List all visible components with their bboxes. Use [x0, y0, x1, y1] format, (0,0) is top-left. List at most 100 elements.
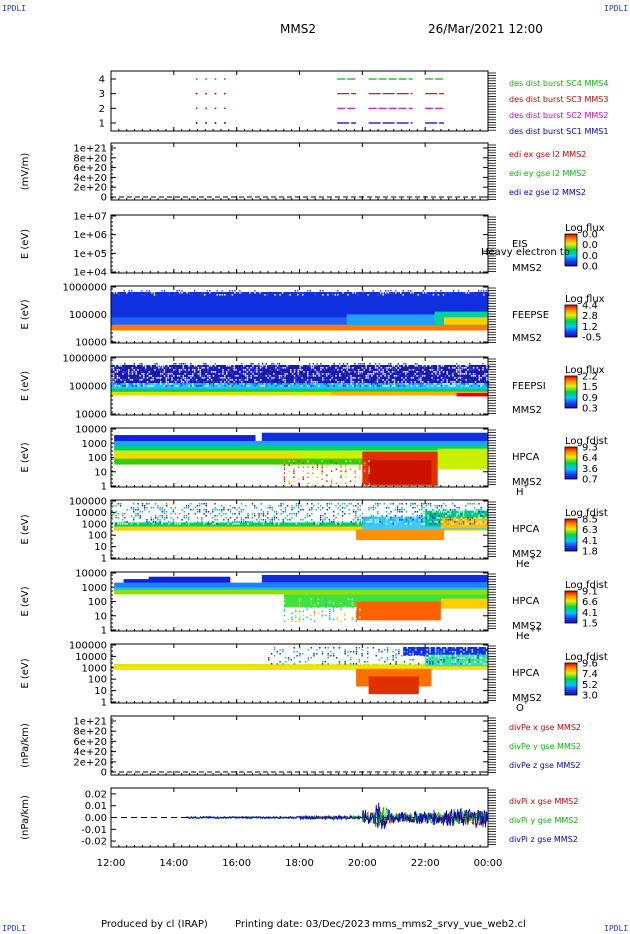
heat-pixel — [339, 522, 342, 525]
heat-pixel — [192, 369, 194, 371]
heat-pixel — [157, 518, 159, 521]
heat-pixel — [422, 365, 424, 367]
heat-pixel — [148, 375, 151, 377]
heat-pixel — [350, 504, 353, 507]
heat-pixel — [400, 654, 403, 657]
heat-pixel — [327, 656, 329, 659]
heat-pixel — [181, 518, 183, 521]
heat-pixel — [203, 502, 205, 505]
heat-pixel — [467, 522, 469, 525]
heat-pixel — [355, 516, 357, 519]
heat-pixel — [182, 377, 185, 379]
heat-pixel — [256, 518, 258, 521]
heat-pixel — [382, 292, 384, 294]
heat-pixel — [345, 468, 347, 471]
heat-pixel — [414, 373, 416, 375]
heat-pixel — [484, 518, 487, 521]
heat-pixel — [233, 381, 235, 383]
heat-pixel — [403, 514, 405, 517]
heat-pixel — [240, 518, 243, 521]
heat-pixel — [141, 373, 143, 375]
heat-pixel — [381, 656, 383, 659]
heat-pixel — [344, 646, 346, 649]
heat-pixel — [185, 512, 188, 515]
heat-pixel — [119, 506, 122, 509]
heat-pixel — [183, 514, 185, 517]
heat-pixel — [485, 650, 488, 653]
heat-pixel — [307, 373, 309, 375]
heat-pixel — [256, 369, 258, 371]
heat-pixel — [470, 294, 472, 296]
heat-pixel — [310, 367, 313, 369]
heat-pixel — [325, 612, 327, 615]
heat-pixel — [210, 379, 213, 381]
heat-pixel — [307, 460, 309, 463]
overlap-label: Heavy electron to — [481, 247, 570, 258]
heat-pixel — [287, 620, 289, 623]
heat-pixel — [467, 504, 469, 507]
heat-pixel — [438, 510, 441, 513]
burst-dot — [224, 92, 226, 95]
heat-band — [346, 314, 488, 325]
heat-pixel — [254, 290, 256, 292]
heat-pixel — [205, 504, 207, 507]
heat-pixel — [173, 379, 175, 381]
heat-pixel — [397, 381, 399, 383]
heat-pixel — [320, 367, 322, 369]
heat-pixel — [324, 646, 327, 649]
heat-pixel — [240, 514, 243, 517]
heat-pixel — [359, 620, 361, 623]
heat-pixel — [325, 381, 328, 383]
heat-pixel — [423, 502, 425, 505]
legend-entry: divPe y gse MMS2 — [509, 742, 581, 751]
heat-pixel — [320, 369, 322, 371]
heat-pixel — [476, 363, 479, 365]
heat-pixel — [379, 290, 382, 292]
heat-pixel — [190, 518, 192, 521]
heat-pixel — [174, 512, 177, 515]
heat-pixel — [339, 516, 342, 519]
heat-pixel — [385, 522, 388, 525]
heat-pixel — [355, 602, 357, 605]
heat-pixel — [146, 512, 148, 515]
heat-pixel — [429, 514, 432, 517]
y-tick-label: 100 — [88, 531, 107, 542]
heat-pixel — [324, 510, 326, 513]
heat-pixel — [225, 516, 227, 519]
heat-pixel — [175, 381, 177, 383]
heat-pixel — [293, 508, 295, 511]
heat-pixel — [117, 522, 119, 525]
heat-pixel — [241, 367, 243, 369]
heat-pixel — [452, 373, 454, 375]
heat-pixel — [316, 652, 318, 655]
heat-pixel — [242, 363, 245, 365]
heat-pixel — [409, 648, 411, 651]
heat-pixel — [135, 508, 137, 511]
heat-pixel — [372, 514, 375, 517]
heat-pixel — [154, 514, 157, 517]
heat-pixel — [170, 516, 172, 519]
heat-pixel — [307, 654, 310, 657]
heat-pixel — [201, 375, 203, 377]
heat-pixel — [229, 508, 232, 511]
heat-pixel — [141, 510, 144, 513]
heat-pixel — [474, 654, 476, 657]
heat-pixel — [181, 506, 183, 509]
heat-pixel — [302, 600, 305, 603]
heat-pixel — [297, 375, 300, 377]
heat-pixel — [340, 363, 343, 365]
heat-pixel — [239, 290, 241, 292]
heat-pixel — [201, 520, 203, 523]
heat-pixel — [298, 598, 301, 601]
heat-pixel — [148, 377, 151, 379]
heat-pixel — [450, 375, 452, 377]
colorbar-tick-label: -0.5 — [582, 333, 602, 344]
heat-pixel — [366, 504, 368, 507]
heat-pixel — [163, 522, 166, 525]
panel-frame-overlay — [110, 427, 489, 488]
heat-pixel — [276, 363, 279, 365]
heat-pixel — [458, 512, 460, 515]
heat-pixel — [443, 506, 445, 509]
heat-pixel — [344, 520, 346, 523]
heat-pixel — [381, 662, 383, 665]
